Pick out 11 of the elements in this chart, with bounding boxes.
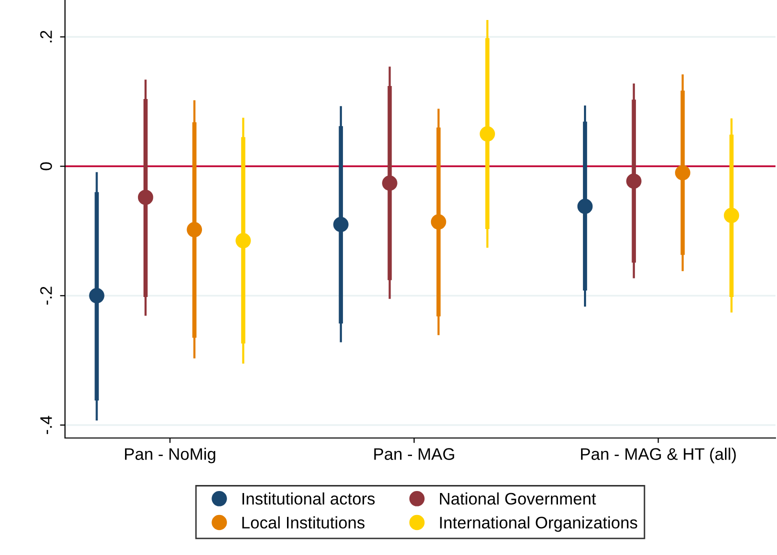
legend-label: Institutional actors <box>242 492 375 505</box>
x-tick-label: Pan - MAG & HT (all) <box>581 448 736 464</box>
legend-label: Local Institutions <box>242 516 365 529</box>
y-tick-label: -.2 <box>40 286 52 305</box>
y-tick-label: .2 <box>40 30 52 42</box>
y-tick-label: -.4 <box>40 416 52 434</box>
y-tick-label: 0 <box>40 162 52 170</box>
x-tick-label: Pan - NoMig <box>125 448 216 464</box>
x-tick-label: Pan - MAG <box>374 448 454 460</box>
legend-label: International Organizations <box>440 516 638 532</box>
legend-label: National Government <box>440 492 596 505</box>
